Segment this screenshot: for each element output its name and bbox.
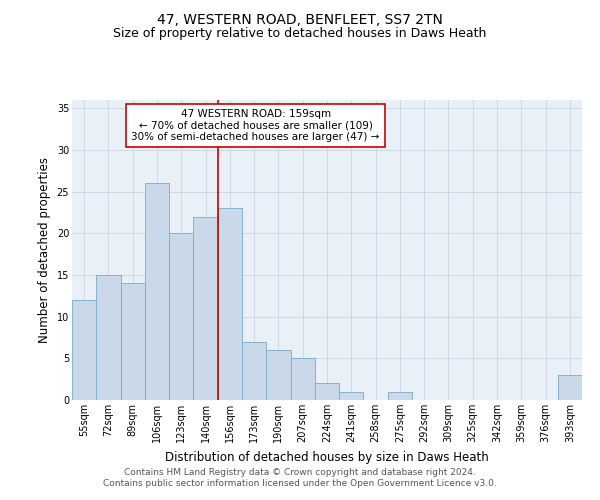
Bar [193,216,218,400]
Text: Contains HM Land Registry data © Crown copyright and database right 2024.
Contai: Contains HM Land Registry data © Crown c… [103,468,497,487]
Text: Size of property relative to detached houses in Daws Heath: Size of property relative to detached ho… [113,28,487,40]
Text: 47, WESTERN ROAD, BENFLEET, SS7 2TN: 47, WESTERN ROAD, BENFLEET, SS7 2TN [157,12,443,26]
Bar [169,234,193,400]
Bar [315,384,339,400]
Bar [266,350,290,400]
Bar [72,300,96,400]
X-axis label: Distribution of detached houses by size in Daws Heath: Distribution of detached houses by size … [165,450,489,464]
Bar [218,208,242,400]
Bar [558,375,582,400]
Text: 47 WESTERN ROAD: 159sqm
← 70% of detached houses are smaller (109)
30% of semi-d: 47 WESTERN ROAD: 159sqm ← 70% of detache… [131,109,380,142]
Bar [145,184,169,400]
Bar [96,275,121,400]
Bar [388,392,412,400]
Bar [339,392,364,400]
Bar [290,358,315,400]
Bar [242,342,266,400]
Bar [121,284,145,400]
Y-axis label: Number of detached properties: Number of detached properties [38,157,51,343]
